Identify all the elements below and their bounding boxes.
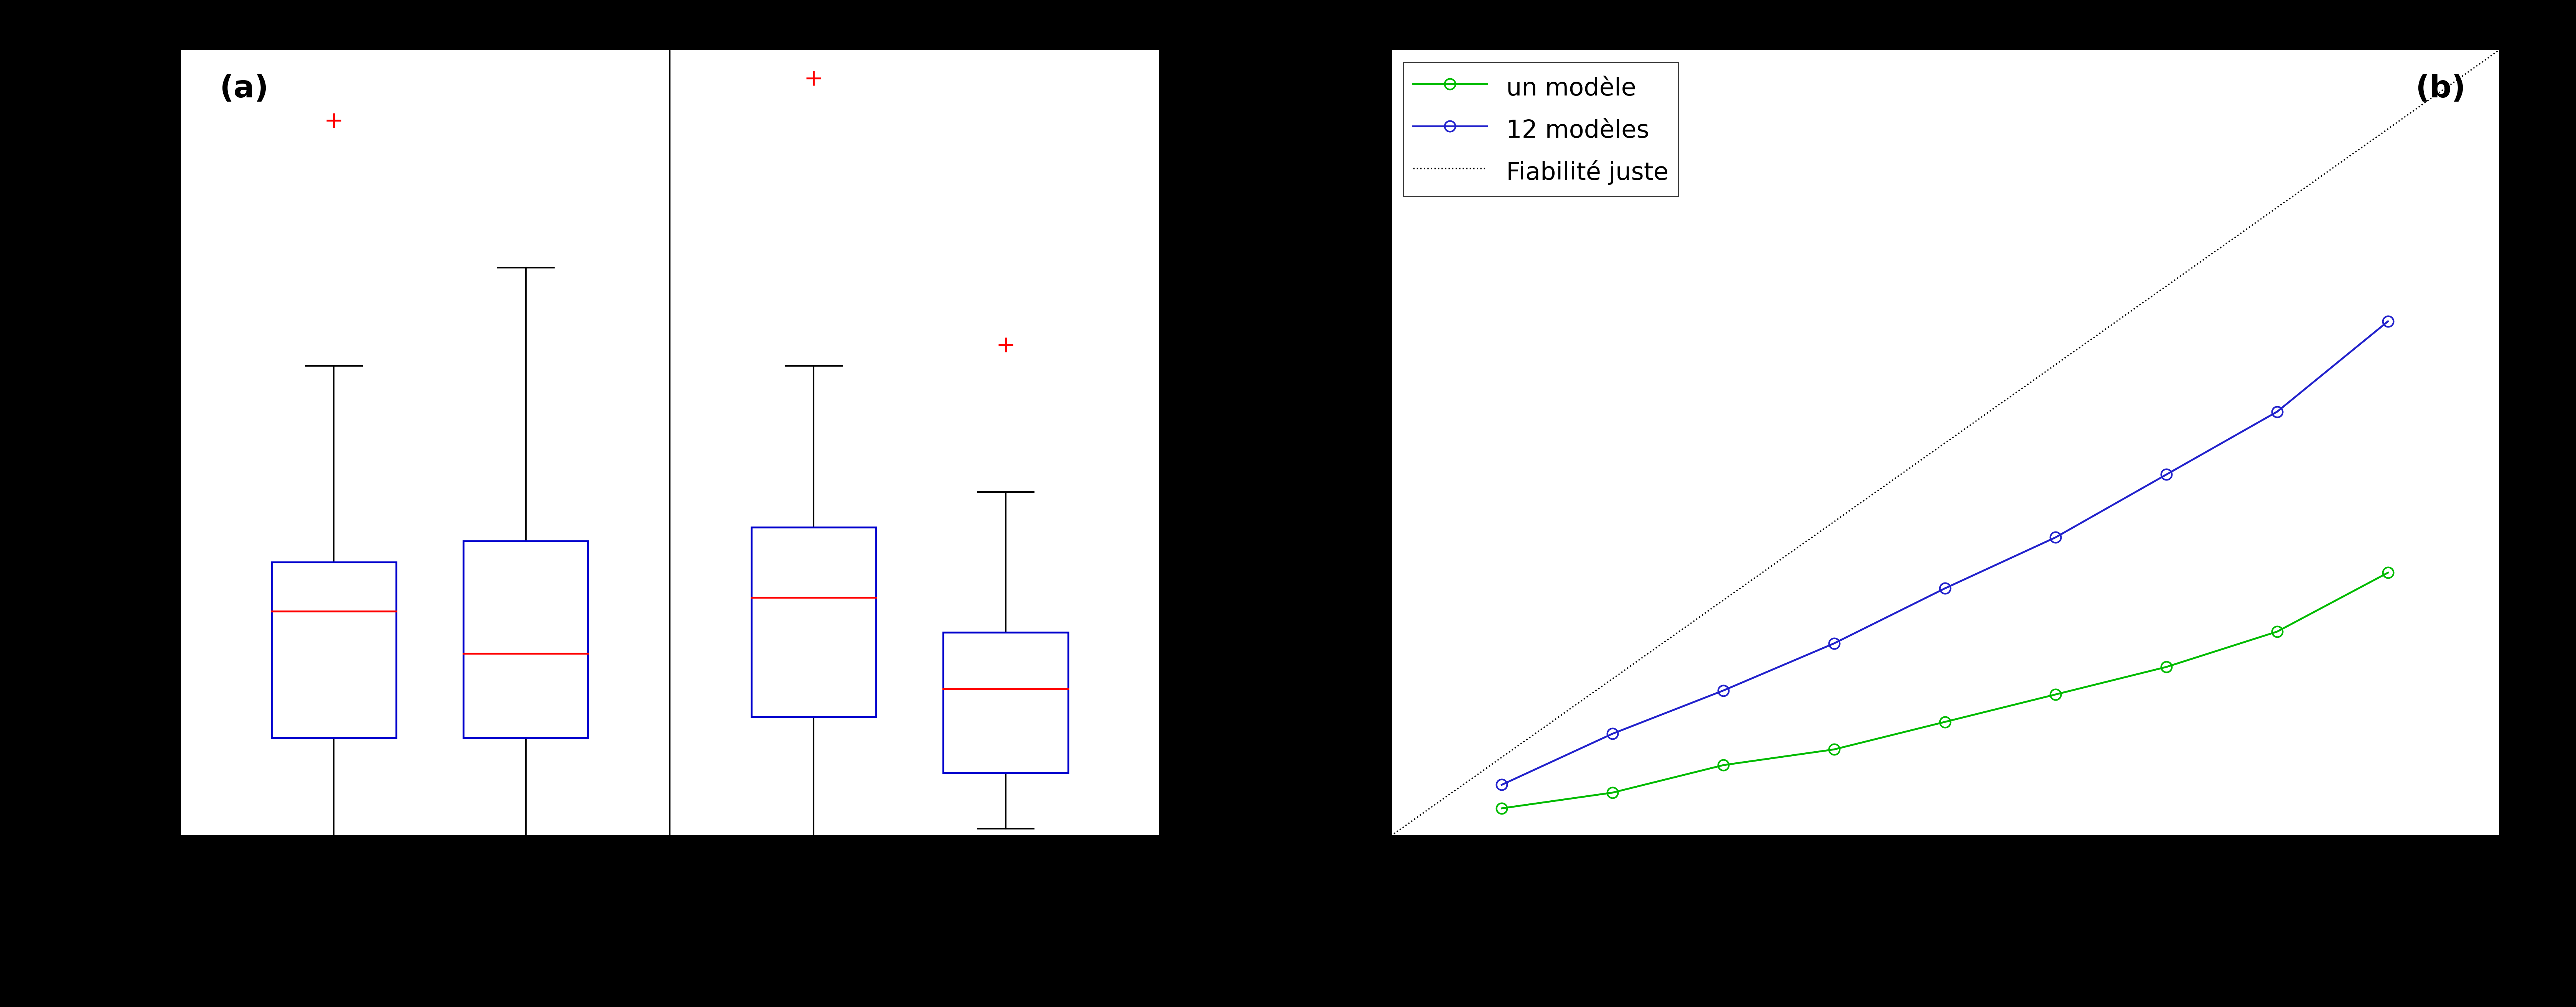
Text: (b): (b) — [2416, 74, 2465, 104]
Legend: un modèle, 12 modèles, Fiabilité juste: un modèle, 12 modèles, Fiabilité juste — [1404, 62, 1677, 196]
X-axis label: Probabilité simulée: Probabilité simulée — [1814, 874, 2076, 900]
Y-axis label: Fréquence observée: Fréquence observée — [1311, 303, 1337, 583]
Bar — [270, 562, 397, 737]
Bar — [464, 542, 587, 737]
Bar — [943, 632, 1069, 772]
Bar — [752, 528, 876, 717]
Text: un modèle: un modèle — [845, 997, 974, 1007]
Text: 12 modèles: 12 modèles — [358, 997, 502, 1007]
Text: (a): (a) — [219, 74, 268, 104]
Y-axis label: EQM, Dispersion
[m³/s]: EQM, Dispersion [m³/s] — [77, 329, 134, 557]
